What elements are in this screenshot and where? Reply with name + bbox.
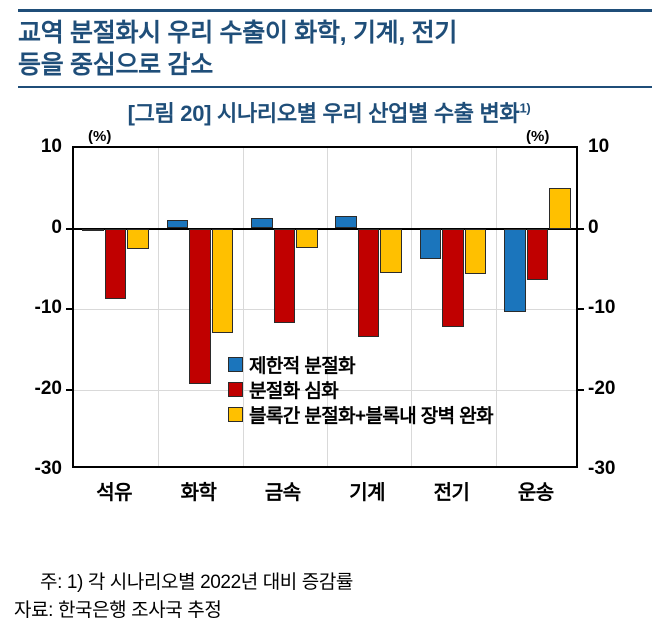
bar-금속-제한적 분절화	[251, 218, 273, 229]
bar-운송-블록간 분절화+블록내 장벽 완화	[549, 188, 571, 229]
y-axis-tick-label: -10	[34, 297, 62, 318]
legend-label: 제한적 분절화	[249, 356, 356, 377]
bar-화학-제한적 분절화	[166, 220, 189, 229]
x-axis-labels: 석유 화학 금속 기계 전기 운송	[72, 476, 578, 510]
y-axis-tick-label: -10	[588, 297, 616, 318]
figure-title-text: [그림 20] 시나리오별 우리 산업별 수출 변화	[127, 101, 520, 126]
axis-tick	[66, 308, 74, 310]
x-axis-label-화학: 화학	[180, 482, 217, 504]
y-axis-unit-right: (%)	[526, 128, 550, 145]
bar-운송-분절화 심화	[526, 228, 549, 281]
legend-label: 블록간 분절화+블록내 장벽 완화	[249, 406, 494, 427]
bar-석유-분절화 심화	[104, 228, 127, 300]
page-headline: 교역 분절화시 우리 수출이 화학, 기계, 전기 등을 중심으로 감소	[18, 19, 458, 79]
bar-기계-블록간 분절화+블록내 장벽 완화	[380, 228, 402, 273]
gridline-vertical	[327, 148, 328, 466]
gridline-vertical	[158, 148, 160, 466]
gridline-horizontal	[74, 389, 576, 391]
x-axis-label-석유: 석유	[96, 482, 133, 504]
bar-석유-블록간 분절화+블록내 장벽 완화	[127, 228, 149, 249]
x-axis-label-기계: 기계	[349, 482, 386, 504]
x-axis-label-금속: 금속	[264, 482, 301, 504]
footnotes: 주: 1) 각 시나리오별 2022년 대비 증감률 자료: 한국은행 조사국 …	[0, 569, 658, 624]
x-axis-label-전기: 전기	[433, 482, 470, 504]
y-axis-tick-label: 0	[588, 216, 599, 238]
legend-swatch-icon	[228, 357, 243, 372]
footnote-note-prefix: 주:	[40, 572, 62, 593]
bar-전기-블록간 분절화+블록내 장벽 완화	[464, 228, 487, 275]
footnote-note-text: 1) 각 시나리오별 2022년 대비 증감률	[66, 572, 354, 593]
chart-container: (%) (%) 10 0 -10 -20 -30 10 0 -10 -20 -30 제한적 분절…	[0, 128, 658, 528]
figure-title-footnote-marker: 1)	[519, 100, 531, 116]
bar-전기-분절화 심화	[442, 228, 464, 327]
y-axis-unit-left: (%)	[88, 128, 112, 145]
legend-label: 분절화 심화	[249, 381, 339, 402]
y-axis-tick-label: -20	[34, 377, 62, 399]
header-rule-middle	[18, 86, 652, 88]
bar-기계-분절화 심화	[357, 228, 380, 338]
footnote-source-text: 한국은행 조사국 추정	[57, 599, 222, 621]
legend-swatch-icon	[228, 407, 243, 422]
y-axis-tick-label: 10	[588, 136, 610, 157]
footnote-note: 주: 1) 각 시나리오별 2022년 대비 증감률	[14, 569, 658, 597]
footnote-source-prefix: 자료:	[14, 599, 54, 621]
header-rule-top	[18, 9, 652, 12]
legend-item-2[interactable]: 블록간 분절화+블록내 장벽 완화	[228, 402, 494, 427]
bar-금속-블록간 분절화+블록내 장벽 완화	[296, 228, 318, 248]
bar-화학-분절화 심화	[189, 228, 211, 384]
legend-item-1[interactable]: 분절화 심화	[228, 377, 493, 402]
y-axis-tick-label: -20	[588, 377, 616, 399]
axis-tick	[576, 308, 584, 310]
y-axis-tick-label: -30	[34, 458, 62, 479]
footnote-source: 자료: 한국은행 조사국 추정	[14, 597, 658, 625]
y-axis-tick-label: 0	[51, 216, 62, 238]
axis-tick	[576, 227, 584, 230]
legend-item-0[interactable]: 제한적 분절화	[228, 352, 493, 377]
bar-기계-제한적 분절화	[335, 215, 357, 229]
bar-운송-제한적 분절화	[504, 228, 526, 313]
gridline-horizontal	[74, 309, 576, 310]
zero-line	[74, 227, 576, 230]
bar-전기-제한적 분절화	[419, 228, 442, 260]
gridline-vertical	[411, 148, 413, 466]
gridline-vertical	[495, 148, 497, 466]
legend-swatch-icon	[228, 382, 243, 397]
bar-석유-제한적 분절화	[82, 228, 104, 231]
plot-area	[66, 146, 584, 468]
gridline-vertical	[242, 148, 244, 466]
y-axis-tick-label: 10	[40, 136, 62, 157]
axis-tick	[66, 227, 74, 230]
bar-금속-분절화 심화	[273, 228, 296, 324]
y-axis-tick-label: -30	[588, 458, 616, 479]
figure-title: [그림 20] 시나리오별 우리 산업별 수출 변화1)	[0, 88, 658, 128]
x-axis-label-운송: 운송	[517, 482, 554, 504]
axis-tick	[66, 388, 74, 391]
bar-화학-블록간 분절화+블록내 장벽 완화	[211, 228, 234, 334]
axis-tick	[576, 388, 584, 391]
